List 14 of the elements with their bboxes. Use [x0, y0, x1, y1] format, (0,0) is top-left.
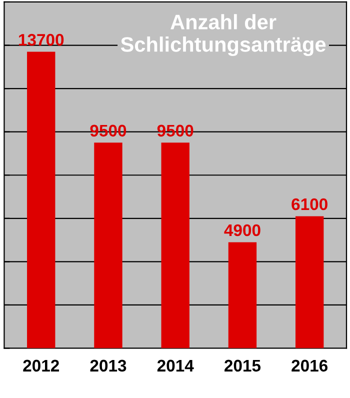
x-tick-label: 2013 — [90, 360, 126, 372]
bar — [161, 142, 190, 348]
x-tick-label: 2015 — [224, 360, 261, 372]
x-tick-label: 2016 — [292, 360, 328, 372]
bar — [27, 52, 56, 348]
data-label: 13700 — [18, 34, 64, 46]
x-tick-label: 2012 — [23, 360, 59, 372]
data-label: 4900 — [224, 224, 260, 236]
bar — [228, 242, 257, 348]
data-label: 6100 — [292, 198, 328, 210]
x-tick-label: 2014 — [157, 360, 194, 372]
text: Anzahl der Schlichtungsanträge — [120, 14, 326, 56]
bar — [94, 142, 122, 348]
bar — [295, 216, 324, 348]
